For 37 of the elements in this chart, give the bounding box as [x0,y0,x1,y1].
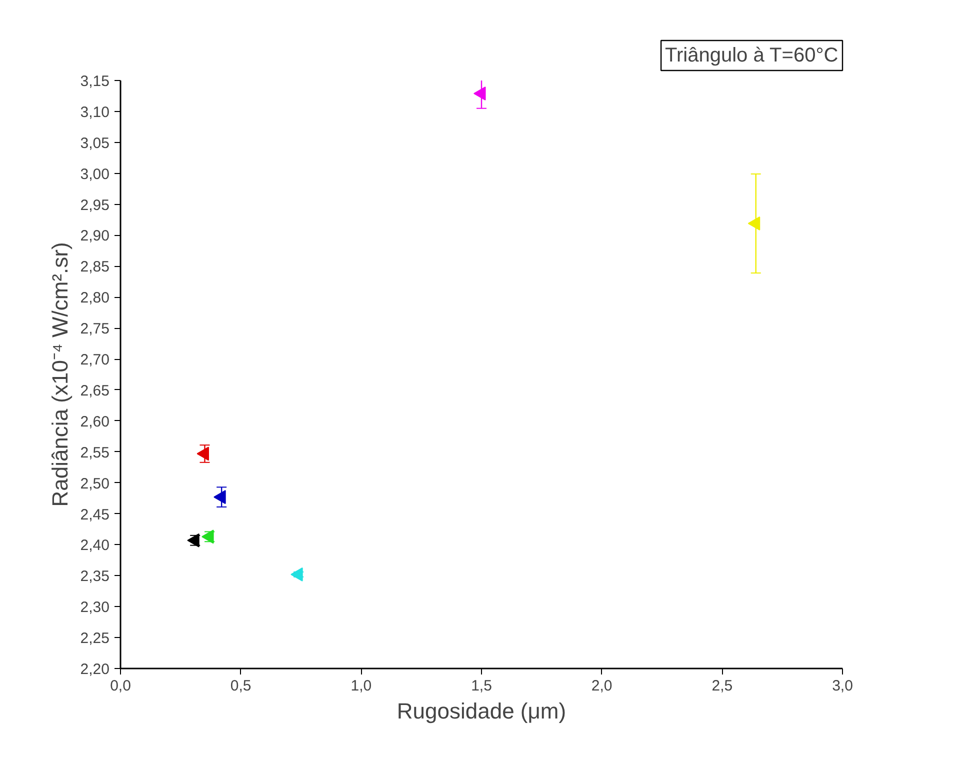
point [202,530,214,544]
x-tick-label: 2,5 [712,678,733,694]
x-tick-label: 3,0 [832,678,853,694]
point [187,533,200,548]
x-tick-label: 0,0 [110,678,131,694]
y-tick-label: 3,05 [80,134,110,152]
y-tick-label: 3,15 [80,73,110,90]
y-tick-label: 2,25 [80,630,110,648]
y-tick-label: 2,95 [80,196,110,214]
chart-title: Triângulo à T=60°C [665,44,838,66]
y-tick-label: 3,00 [80,166,110,183]
y-tick-label: 2,35 [80,568,110,586]
y-tick-label: 2,60 [80,413,110,430]
x-axis-title: Rugosidade (μm) [396,698,566,724]
y-tick-label: 2,70 [80,352,110,369]
y-tick-label: 2,75 [80,320,110,338]
y-tick-label: 2,80 [80,290,110,307]
point [473,86,486,100]
x-tick-label: 1,5 [471,678,492,694]
y-tick-label: 2,40 [80,537,110,554]
point [290,567,303,582]
x-tick-label: 2,0 [591,678,612,694]
y-tick-label: 2,65 [80,382,110,400]
y-tick-label: 2,20 [80,661,110,678]
y-axis-title: Radiância (x10⁻⁴ W/cm².sr) [47,242,72,507]
y-tick-label: 2,45 [80,506,110,524]
x-tick-label: 1,0 [350,678,372,694]
point [748,216,760,230]
y-tick-label: 2,50 [80,475,110,492]
y-tick-label: 2,55 [80,444,110,462]
y-tick-label: 2,90 [80,228,110,245]
point [196,446,209,461]
x-tick-label: 0,5 [230,678,252,694]
y-tick-label: 2,85 [80,258,110,276]
y-tick-label: 2,30 [80,599,110,616]
y-tick-label: 3,10 [80,104,110,121]
point [214,490,226,504]
